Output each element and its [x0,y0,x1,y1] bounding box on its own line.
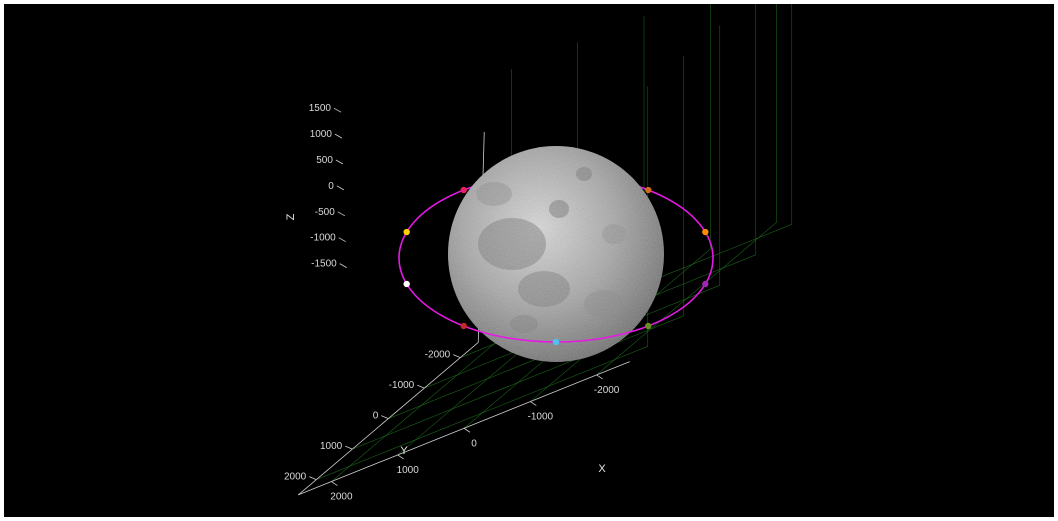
y-tick-label: 1000 [320,441,343,452]
z-tick-mark [333,107,342,113]
satellite-point [702,280,709,288]
z-tick-mark [339,263,347,268]
satellite-point [645,322,652,330]
y-tick-label: -2000 [425,350,451,361]
y-tick-label: 0 [373,411,379,422]
z-tick-mark [334,133,343,139]
grid-line-y [352,315,684,450]
x-tick-mark [530,401,537,406]
x-tick-mark [463,427,471,433]
y-tick-mark [309,476,317,481]
y-tick-label: -1000 [389,380,415,391]
z-tick-label: -500 [315,207,335,218]
z-tick-label: 1000 [310,129,333,140]
satellite-point [552,338,560,346]
grid-line-x [331,328,512,482]
z-tick-mark [336,185,345,191]
axis-labels: -2000 -1000 0 1000 2000 -2000 -1000 0 1000 2000 15… [284,103,620,502]
x-axis-label: X [598,463,606,475]
z-tick-mark [335,159,344,165]
z-tick-label: -1500 [311,259,337,270]
z-tick-label: -1000 [310,233,336,244]
z-tick-label: 500 [316,155,333,166]
x-tick-label: 1000 [397,465,420,476]
satellite-point [645,186,652,194]
y-tick-mark [453,354,461,359]
y-tick-mark [381,415,389,420]
3d-orbit-chart: -2000 -1000 0 1000 2000 -2000 -1000 0 1000 2000 15… [284,4,793,503]
z-axis-label: Z [285,213,297,220]
satellite-point [460,322,467,330]
x-tick-mark [596,374,603,380]
satellite-point [702,228,709,236]
z-tick-label: 1500 [309,103,332,114]
y-axis-label: Y [400,445,408,457]
axes [297,107,630,496]
grid-line-y [316,346,648,480]
x-tick-label: 0 [471,438,477,449]
x-tick-label: -1000 [528,412,554,423]
y-tick-mark [345,445,353,450]
x-tick-mark [397,454,404,460]
satellite-point [460,186,467,194]
y-tick-mark [417,384,425,389]
y-tick-label: 2000 [284,472,307,483]
z-tick-mark [338,237,346,243]
satellite-points [403,186,709,346]
z-tick-label: 0 [328,181,334,192]
z-tick-mark [337,211,345,217]
satellite-point [403,228,410,236]
x-tick-label: -2000 [594,385,620,396]
moon-sphere [448,146,664,362]
x-tick-mark [331,481,338,486]
plot-canvas: -2000 -1000 0 1000 2000 -2000 -1000 0 1000 2000 15… [4,4,1054,517]
x-tick-label: 2000 [330,492,353,503]
satellite-point [403,280,410,288]
